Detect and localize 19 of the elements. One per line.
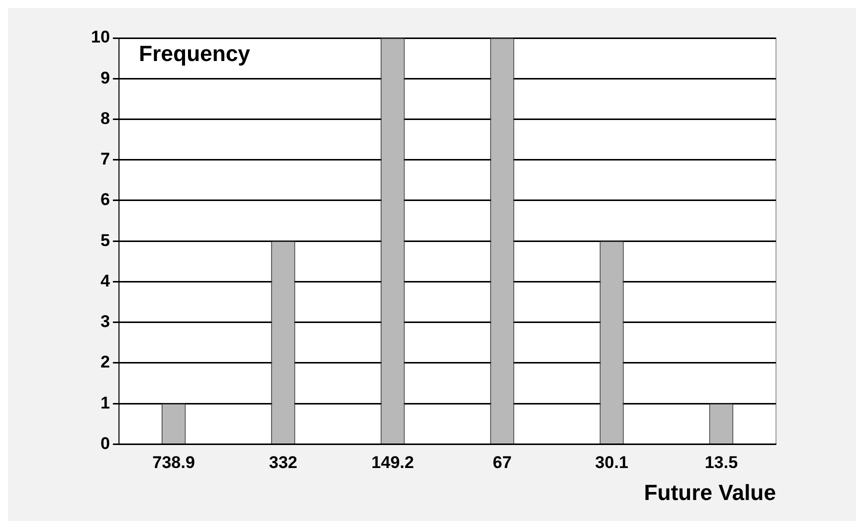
y-tick-label: 0 bbox=[100, 434, 110, 453]
x-tick-label: 149.2 bbox=[371, 453, 414, 472]
y-tick-label: 2 bbox=[100, 352, 110, 372]
y-tick-label: 3 bbox=[100, 312, 110, 332]
x-tick-label: 30.1 bbox=[595, 453, 628, 472]
y-tick-label: 8 bbox=[100, 108, 110, 128]
y-tick-label: 4 bbox=[100, 271, 110, 290]
y-tick-label: 9 bbox=[100, 68, 110, 88]
y-tick-label: 1 bbox=[100, 393, 110, 412]
y-tick-label: 6 bbox=[100, 190, 110, 210]
x-tick-label: 67 bbox=[492, 453, 512, 472]
x-axis-title: Future Value bbox=[644, 480, 776, 505]
y-tick-label: 5 bbox=[100, 230, 110, 250]
y-axis-title: Frequency bbox=[138, 41, 251, 66]
y-tick-label: 10 bbox=[90, 28, 110, 47]
y-tick-label: 7 bbox=[100, 150, 110, 169]
x-tick-label: 332 bbox=[268, 453, 298, 472]
x-tick-label: 738.9 bbox=[152, 453, 195, 472]
x-tick-label: 13.5 bbox=[704, 453, 738, 472]
